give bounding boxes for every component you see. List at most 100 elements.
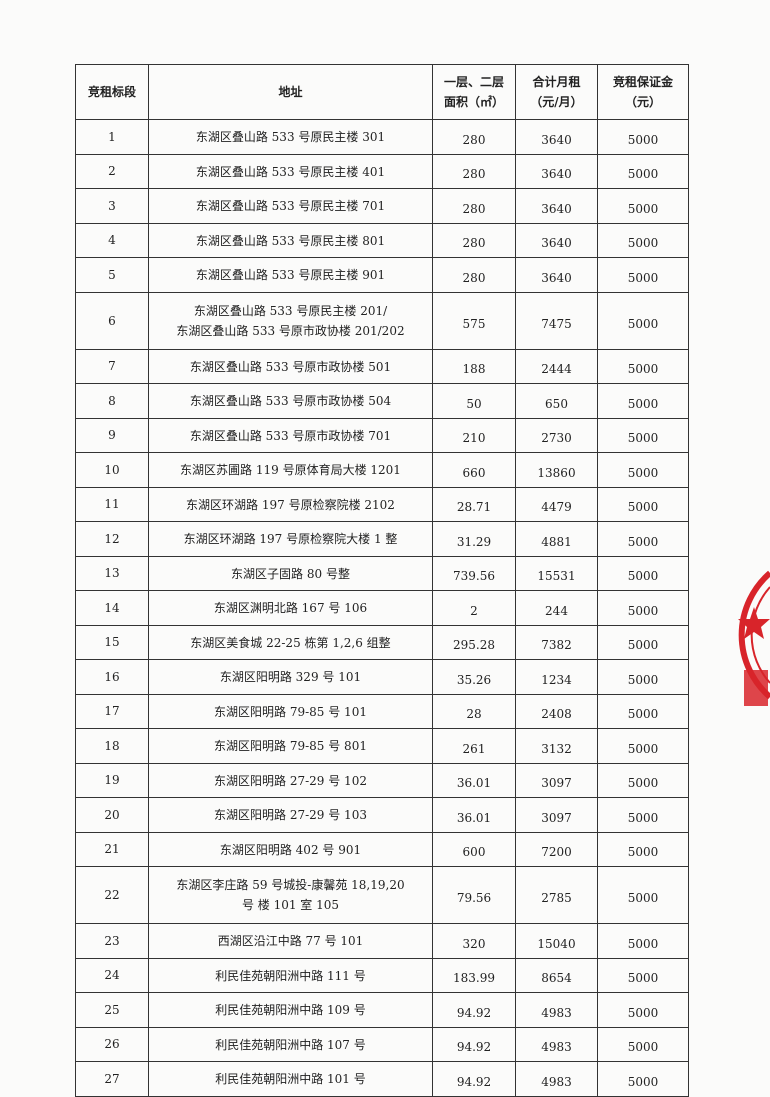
cell-segment: 21 — [75, 831, 149, 867]
cell-segment: 27 — [75, 1061, 149, 1097]
cell-deposit: 5000 — [597, 866, 689, 924]
cell-monthly-rent: 2408 — [515, 693, 598, 729]
cell-deposit: 5000 — [597, 188, 689, 224]
cell-deposit: 5000 — [597, 555, 689, 591]
cell-deposit: 5000 — [597, 521, 689, 557]
cell-address: 东湖区阳明路 79-85 号 101 — [148, 693, 433, 729]
cell-area: 35.26 — [432, 659, 516, 695]
cell-address: 东湖区阳明路 27-29 号 103 — [148, 797, 433, 833]
cell-monthly-rent: 7475 — [515, 291, 598, 350]
cell-segment: 19 — [75, 762, 149, 798]
rental-table: 竞租标段 地址 一层、二层 面积（㎡） 合计月租 （元/月） 竞租保证金 （元） 1 东湖… — [75, 64, 689, 1097]
red-seal-stamp — [738, 570, 770, 706]
table-row: 10 东湖区苏圃路 119 号原体育局大楼 1201 660 13860 5000 — [75, 452, 689, 488]
cell-deposit: 5000 — [597, 797, 689, 833]
cell-area: 2 — [432, 590, 516, 626]
cell-monthly-rent: 3640 — [515, 119, 598, 155]
cell-deposit: 5000 — [597, 153, 689, 189]
cell-monthly-rent: 3097 — [515, 797, 598, 833]
header-area: 一层、二层 面积（㎡） — [432, 64, 516, 120]
cell-area: 94.92 — [432, 1061, 516, 1097]
cell-area: 79.56 — [432, 866, 516, 924]
cell-deposit: 5000 — [597, 957, 689, 993]
cell-address: 东湖区叠山路 533 号原民主楼 901 — [148, 257, 433, 293]
table-row: 6 东湖区叠山路 533 号原民主楼 201/ 东湖区叠山路 533 号原市政协楼… — [75, 291, 689, 350]
cell-area: 295.28 — [432, 624, 516, 660]
cell-deposit: 5000 — [597, 383, 689, 419]
cell-segment: 23 — [75, 923, 149, 959]
cell-monthly-rent: 244 — [515, 590, 598, 626]
cell-address: 东湖区叠山路 533 号原民主楼 701 — [148, 188, 433, 224]
cell-segment: 8 — [75, 383, 149, 419]
cell-deposit: 5000 — [597, 119, 689, 155]
cell-monthly-rent: 650 — [515, 383, 598, 419]
table-row: 15 东湖区美食城 22-25 栋第 1,2,6 组整 295.28 7382 5000 — [75, 624, 689, 660]
cell-area: 50 — [432, 383, 516, 419]
cell-address: 东湖区渊明北路 167 号 106 — [148, 590, 433, 626]
table-row: 18 东湖区阳明路 79-85 号 801 261 3132 5000 — [75, 728, 689, 764]
cell-monthly-rent: 13860 — [515, 452, 598, 488]
cell-address: 东湖区叠山路 533 号原民主楼 801 — [148, 222, 433, 258]
cell-area: 28.71 — [432, 486, 516, 522]
cell-monthly-rent: 3640 — [515, 188, 598, 224]
cell-monthly-rent: 3640 — [515, 222, 598, 258]
cell-deposit: 5000 — [597, 831, 689, 867]
cell-deposit: 5000 — [597, 728, 689, 764]
cell-address: 利民佳苑朝阳洲中路 109 号 — [148, 992, 433, 1028]
cell-segment: 9 — [75, 417, 149, 453]
table-row: 14 东湖区渊明北路 167 号 106 2 244 5000 — [75, 590, 689, 626]
cell-deposit: 5000 — [597, 348, 689, 384]
cell-area: 36.01 — [432, 762, 516, 798]
cell-segment: 3 — [75, 188, 149, 224]
cell-area: 36.01 — [432, 797, 516, 833]
cell-address: 东湖区美食城 22-25 栋第 1,2,6 组整 — [148, 624, 433, 660]
cell-monthly-rent: 2730 — [515, 417, 598, 453]
cell-monthly-rent: 2444 — [515, 348, 598, 384]
cell-area: 320 — [432, 923, 516, 959]
cell-address: 东湖区叠山路 533 号原民主楼 401 — [148, 153, 433, 189]
cell-address: 利民佳苑朝阳洲中路 101 号 — [148, 1061, 433, 1097]
cell-deposit: 5000 — [597, 992, 689, 1028]
cell-area: 94.92 — [432, 992, 516, 1028]
table-row: 8 东湖区叠山路 533 号原市政协楼 504 50 650 5000 — [75, 383, 689, 419]
cell-monthly-rent: 2785 — [515, 866, 598, 924]
cell-area: 600 — [432, 831, 516, 867]
cell-segment: 22 — [75, 866, 149, 924]
table-row: 27 利民佳苑朝阳洲中路 101 号 94.92 4983 5000 — [75, 1061, 689, 1097]
table-row: 20 东湖区阳明路 27-29 号 103 36.01 3097 5000 — [75, 797, 689, 833]
table-row: 23 西湖区沿江中路 77 号 101 320 15040 5000 — [75, 923, 689, 959]
table-row: 4 东湖区叠山路 533 号原民主楼 801 280 3640 5000 — [75, 222, 689, 258]
cell-address: 东湖区阳明路 402 号 901 — [148, 831, 433, 867]
cell-deposit: 5000 — [597, 1061, 689, 1097]
cell-address: 东湖区环湖路 197 号原检察院楼 2102 — [148, 486, 433, 522]
cell-area: 739.56 — [432, 555, 516, 591]
cell-monthly-rent: 4983 — [515, 1061, 598, 1097]
cell-deposit: 5000 — [597, 257, 689, 293]
table-row: 25 利民佳苑朝阳洲中路 109 号 94.92 4983 5000 — [75, 992, 689, 1028]
table-row: 9 东湖区叠山路 533 号原市政协楼 701 210 2730 5000 — [75, 417, 689, 453]
table-row: 13 东湖区子固路 80 号整 739.56 15531 5000 — [75, 555, 689, 591]
cell-monthly-rent: 15531 — [515, 555, 598, 591]
cell-segment: 13 — [75, 555, 149, 591]
table-row: 2 东湖区叠山路 533 号原民主楼 401 280 3640 5000 — [75, 153, 689, 189]
cell-deposit: 5000 — [597, 486, 689, 522]
table-row: 1 东湖区叠山路 533 号原民主楼 301 280 3640 5000 — [75, 119, 689, 155]
cell-segment: 24 — [75, 957, 149, 993]
table-row: 11 东湖区环湖路 197 号原检察院楼 2102 28.71 4479 5000 — [75, 486, 689, 522]
cell-address: 东湖区阳明路 329 号 101 — [148, 659, 433, 695]
cell-segment: 10 — [75, 452, 149, 488]
cell-segment: 7 — [75, 348, 149, 384]
cell-monthly-rent: 4983 — [515, 1026, 598, 1062]
cell-segment: 12 — [75, 521, 149, 557]
stamp-star-icon — [738, 607, 770, 639]
stamp-text-mark — [744, 670, 768, 706]
cell-segment: 11 — [75, 486, 149, 522]
cell-monthly-rent: 3640 — [515, 153, 598, 189]
cell-area: 280 — [432, 257, 516, 293]
cell-deposit: 5000 — [597, 624, 689, 660]
cell-area: 210 — [432, 417, 516, 453]
cell-monthly-rent: 7382 — [515, 624, 598, 660]
cell-deposit: 5000 — [597, 762, 689, 798]
table-row: 16 东湖区阳明路 329 号 101 35.26 1234 5000 — [75, 659, 689, 695]
header-segment: 竞租标段 — [75, 64, 149, 120]
